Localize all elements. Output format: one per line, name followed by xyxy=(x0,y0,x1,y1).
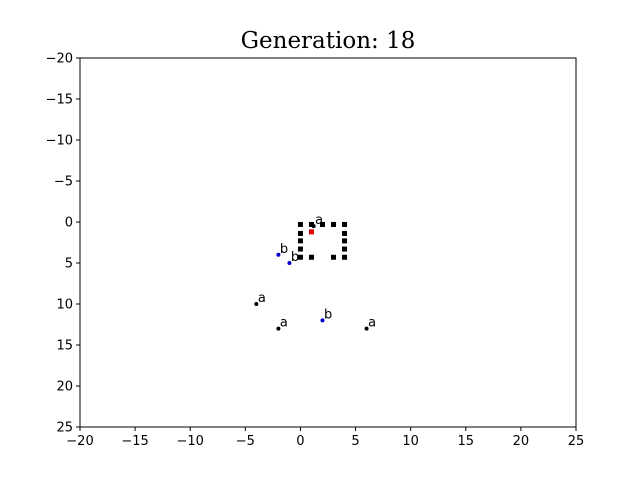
x-tick-label: −10 xyxy=(177,434,204,449)
y-tick-label: 10 xyxy=(56,298,73,313)
x-tick-label: −15 xyxy=(121,434,148,449)
square-point xyxy=(297,254,303,260)
point-label: b xyxy=(324,307,332,322)
dot-point xyxy=(276,252,281,257)
x-tick-label: 5 xyxy=(351,434,359,449)
point-label: b xyxy=(280,242,288,257)
y-tick-label: 0 xyxy=(65,216,73,231)
y-tick-label: −10 xyxy=(46,134,73,149)
plot-area xyxy=(80,58,576,427)
y-tick-label: −15 xyxy=(46,93,73,108)
point-label: a xyxy=(280,316,288,331)
dot-point xyxy=(254,302,259,306)
x-tick-label: 25 xyxy=(568,434,585,449)
dot-point xyxy=(364,326,369,331)
y-tick-label: 20 xyxy=(56,380,73,395)
point-label: a xyxy=(315,213,323,228)
y-tick-label: 5 xyxy=(65,257,73,272)
dot-point xyxy=(276,326,281,331)
dot-point xyxy=(320,318,325,323)
x-tick-label: −5 xyxy=(236,434,255,449)
plot-frame xyxy=(79,57,577,428)
point-label: b xyxy=(291,250,299,265)
square-point xyxy=(342,246,348,252)
square-point xyxy=(331,221,337,227)
square-point xyxy=(342,221,348,227)
x-tick-label: 10 xyxy=(402,434,419,449)
square-point xyxy=(297,230,303,236)
square-point xyxy=(342,230,348,236)
y-tick-label: 25 xyxy=(56,421,73,436)
square-point xyxy=(331,254,337,260)
point-label: a xyxy=(368,316,376,331)
dot-point xyxy=(287,261,292,265)
x-axis: −20 −15 −10 −5 0 5 10 15 20 25 xyxy=(66,427,584,449)
square-point xyxy=(297,221,303,227)
chart-title: Generation: 18 xyxy=(241,28,416,54)
square-point xyxy=(342,254,348,260)
x-tick-label: −20 xyxy=(66,434,93,449)
y-tick-label: −5 xyxy=(54,175,73,190)
square-point xyxy=(319,221,325,227)
square-point xyxy=(308,254,314,260)
square-point xyxy=(297,238,303,244)
square-point xyxy=(308,229,314,235)
x-tick-label: 15 xyxy=(458,434,475,449)
point-label: a xyxy=(258,291,266,306)
y-tick-label: 15 xyxy=(56,339,73,354)
x-tick-label: 0 xyxy=(296,434,304,449)
square-point xyxy=(308,221,314,227)
x-tick-label: 20 xyxy=(513,434,530,449)
dot-point xyxy=(311,224,316,229)
y-axis: −20 −15 −10 −5 0 5 10 15 20 25 xyxy=(46,52,80,436)
y-tick-label: −20 xyxy=(46,52,73,67)
square-point xyxy=(342,238,348,244)
square-point xyxy=(297,246,303,252)
